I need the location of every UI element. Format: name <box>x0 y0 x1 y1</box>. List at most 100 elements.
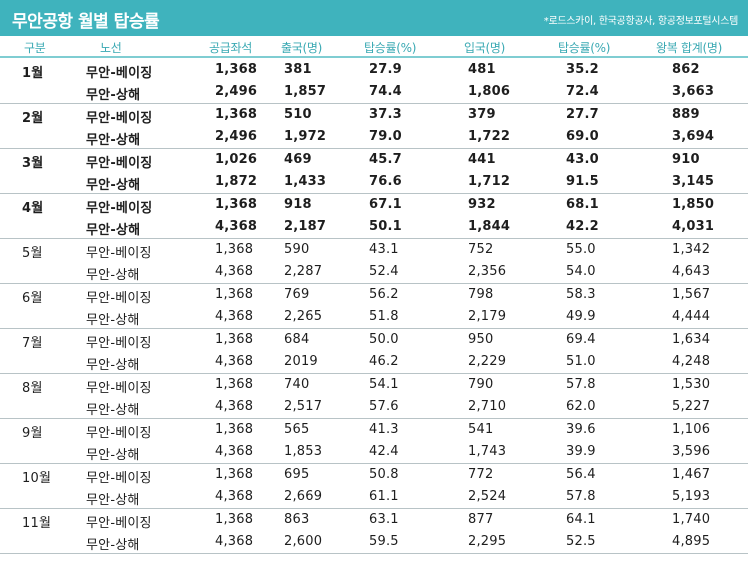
seats-cell: 1,368 <box>215 62 258 77</box>
header-arrivals: 입국(명) <box>464 41 505 55</box>
route-cell: 무안-베이징 <box>86 471 152 486</box>
route-cell: 무안-베이징 <box>86 246 152 261</box>
table-header: 구분 노선 공급좌석 출국(명) 탑승률(%) 입국(명) 탑승률(%) 왕복 … <box>0 36 748 58</box>
arrival-rate-cell: 72.4 <box>566 84 599 99</box>
month-label: 8월 <box>22 381 43 396</box>
month-label: 4월 <box>22 201 44 216</box>
route-cell: 무안-베이징 <box>86 426 152 441</box>
arrival-rate-cell: 68.1 <box>566 197 599 212</box>
total-cell: 4,895 <box>672 534 711 549</box>
arrivals-cell: 752 <box>468 242 494 257</box>
month-label: 9월 <box>22 426 43 441</box>
route-cell: 무안-상해 <box>86 88 141 103</box>
arrivals-cell: 541 <box>468 422 494 437</box>
route-cell: 무안-베이징 <box>86 111 153 126</box>
route-cell: 무안-베이징 <box>86 201 153 216</box>
arrival-rate-cell: 56.4 <box>566 467 596 482</box>
arrival-rate-cell: 42.2 <box>566 219 599 234</box>
seats-cell: 4,368 <box>215 489 254 504</box>
total-cell: 3,145 <box>672 174 715 189</box>
departure-rate-cell: 56.2 <box>369 287 399 302</box>
total-cell: 5,193 <box>672 489 711 504</box>
source-note: *로드스카이, 한국공항공사, 항공정보포털시스템 <box>543 16 739 27</box>
month-group: 1월 무안-베이징 1,368 381 27.9 481 35.2 862 무안-상해 2,496… <box>0 58 748 104</box>
departure-rate-cell: 76.6 <box>369 174 402 189</box>
seats-cell: 1,368 <box>215 377 254 392</box>
seats-cell: 4,368 <box>215 399 254 414</box>
arrival-rate-cell: 64.1 <box>566 512 596 527</box>
arrival-rate-cell: 91.5 <box>566 174 599 189</box>
arrivals-cell: 1,844 <box>468 219 511 234</box>
departures-cell: 918 <box>284 197 312 212</box>
seats-cell: 1,368 <box>215 287 254 302</box>
departure-rate-cell: 63.1 <box>369 512 399 527</box>
page-title: 무안공항 월별 탑승률 <box>12 12 160 32</box>
departures-cell: 2,265 <box>284 309 323 324</box>
route-cell: 무안-상해 <box>86 448 140 463</box>
seats-cell: 1,368 <box>215 332 254 347</box>
arrivals-cell: 772 <box>468 467 494 482</box>
departures-cell: 2,517 <box>284 399 323 414</box>
seats-cell: 4,368 <box>215 444 254 459</box>
total-cell: 3,694 <box>672 129 715 144</box>
departures-cell: 590 <box>284 242 310 257</box>
header-round-trip-total: 왕복 합계(명) <box>656 41 722 55</box>
arrival-rate-cell: 57.8 <box>566 489 596 504</box>
total-cell: 1,467 <box>672 467 711 482</box>
departure-rate-cell: 79.0 <box>369 129 402 144</box>
departure-rate-cell: 43.1 <box>369 242 399 257</box>
route-cell: 무안-상해 <box>86 493 140 508</box>
month-label: 7월 <box>22 336 43 351</box>
arrivals-cell: 877 <box>468 512 494 527</box>
route-cell: 무안-베이징 <box>86 66 153 81</box>
departures-cell: 1,972 <box>284 129 327 144</box>
seats-cell: 2,496 <box>215 84 258 99</box>
arrival-rate-cell: 55.0 <box>566 242 596 257</box>
header-seats: 공급좌석 <box>209 41 252 55</box>
seats-cell: 2,496 <box>215 129 258 144</box>
arrival-rate-cell: 54.0 <box>566 264 596 279</box>
departure-rate-cell: 61.1 <box>369 489 399 504</box>
departures-cell: 2,600 <box>284 534 323 549</box>
month-group: 9월 무안-베이징 1,368 565 41.3 541 39.6 1,106 무안-상해 4,3… <box>0 418 748 464</box>
total-cell: 4,031 <box>672 219 715 234</box>
route-cell: 무안-상해 <box>86 403 140 418</box>
header-departures: 출국(명) <box>281 41 322 55</box>
arrivals-cell: 441 <box>468 152 496 167</box>
arrival-rate-cell: 49.9 <box>566 309 596 324</box>
departure-rate-cell: 50.0 <box>369 332 399 347</box>
departures-cell: 381 <box>284 62 312 77</box>
month-label: 2월 <box>22 111 44 126</box>
month-label: 6월 <box>22 291 43 306</box>
arrival-rate-cell: 52.5 <box>566 534 596 549</box>
departures-cell: 2,669 <box>284 489 323 504</box>
route-cell: 무안-상해 <box>86 313 140 328</box>
total-cell: 5,227 <box>672 399 711 414</box>
departures-cell: 695 <box>284 467 310 482</box>
total-cell: 1,850 <box>672 197 715 212</box>
total-cell: 3,663 <box>672 84 715 99</box>
seats-cell: 1,368 <box>215 422 254 437</box>
month-group: 2월 무안-베이징 1,368 510 37.3 379 27.7 889 무안-상해 2,496… <box>0 103 748 149</box>
departures-cell: 1,857 <box>284 84 327 99</box>
arrivals-cell: 379 <box>468 107 496 122</box>
departures-cell: 510 <box>284 107 312 122</box>
arrivals-cell: 2,229 <box>468 354 507 369</box>
seats-cell: 4,368 <box>215 354 254 369</box>
route-cell: 무안-상해 <box>86 178 141 193</box>
departure-rate-cell: 46.2 <box>369 354 399 369</box>
departures-cell: 1,433 <box>284 174 327 189</box>
arrival-rate-cell: 43.0 <box>566 152 599 167</box>
arrival-rate-cell: 69.4 <box>566 332 596 347</box>
departures-cell: 469 <box>284 152 312 167</box>
month-group: 3월 무안-베이징 1,026 469 45.7 441 43.0 910 무안-상해 1,872… <box>0 148 748 194</box>
departure-rate-cell: 41.3 <box>369 422 399 437</box>
departure-rate-cell: 59.5 <box>369 534 399 549</box>
total-cell: 1,530 <box>672 377 711 392</box>
total-cell: 1,106 <box>672 422 711 437</box>
arrivals-cell: 1,806 <box>468 84 511 99</box>
route-cell: 무안-상해 <box>86 133 141 148</box>
month-group: 10월 무안-베이징 1,368 695 50.8 772 56.4 1,467 무안-상해 4,… <box>0 463 748 509</box>
seats-cell: 1,368 <box>215 107 258 122</box>
seats-cell: 1,368 <box>215 197 258 212</box>
